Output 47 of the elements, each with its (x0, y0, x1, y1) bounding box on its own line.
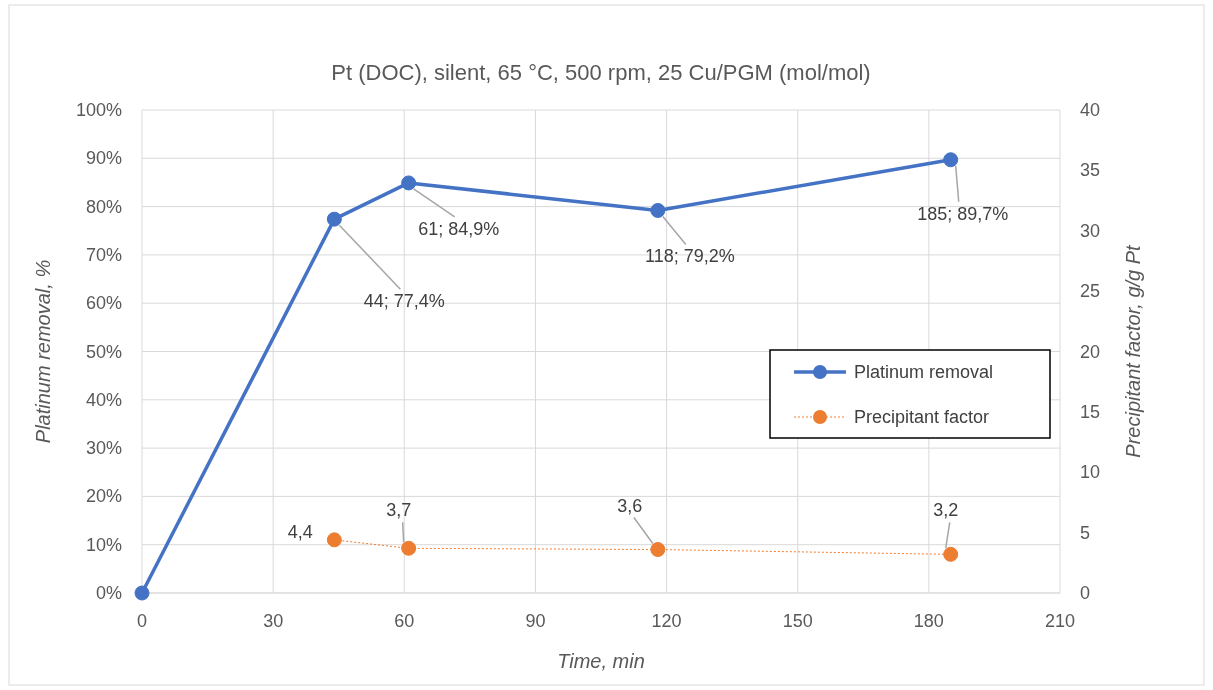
y-tick-label: 60% (85, 293, 122, 314)
legend-label: Platinum removal (854, 362, 994, 382)
y-axis-title: Platinum removal, % (32, 259, 54, 444)
y-tick-label: 0% (95, 583, 122, 603)
y2-tick-label: 0 (1080, 583, 1091, 603)
y-tick-label: 50% (85, 341, 122, 362)
x-tick-label: 30 (263, 611, 284, 631)
y-tick-label: 100% (75, 100, 122, 120)
point (134, 585, 150, 601)
x-tick-label: 0 (136, 611, 148, 631)
y-tick-label: 90% (85, 148, 122, 169)
y2-tick-label: 5 (1080, 522, 1091, 543)
point (401, 175, 417, 191)
legend-label: Precipitant factor (854, 407, 990, 427)
point (326, 211, 342, 227)
y-tick-label: 80% (85, 196, 122, 217)
data-label: 61; 84,9% (418, 218, 500, 239)
y-tick-label: 10% (85, 534, 122, 555)
y2-tick-label: 20 (1080, 341, 1101, 362)
x-axis-title: Time, min (557, 650, 645, 672)
data-label: 3,2 (933, 500, 959, 521)
data-label: 118; 79,2% (644, 246, 735, 267)
y2-tick-label: 40 (1080, 100, 1101, 120)
x-tick-label: 180 (913, 611, 944, 631)
data-label: 3,7 (386, 500, 412, 521)
y2-tick-label: 15 (1080, 401, 1101, 422)
y-tick-label: 20% (85, 486, 122, 507)
y-tick-label: 70% (85, 244, 122, 265)
y2-tick-label: 10 (1080, 462, 1101, 483)
y2-tick-label: 30 (1080, 220, 1101, 241)
point (650, 202, 666, 218)
point (943, 152, 959, 168)
x-tick-label: 210 (1044, 611, 1076, 631)
y-tick-label: 30% (85, 438, 122, 459)
y-tick-label: 40% (85, 389, 122, 410)
data-label: 3,6 (617, 495, 643, 516)
data-label: 185; 89,7% (917, 203, 1009, 224)
data-label: 4,4 (287, 521, 313, 542)
y2-axis-title: Precipitant factor, g/g Pt (1122, 243, 1144, 458)
chart-title: Pt (DOC), silent, 65 °C, 500 rpm, 25 Cu/PGM (mol/mol) (331, 60, 871, 85)
x-tick-label: 120 (651, 611, 682, 631)
y2-tick-label: 25 (1080, 281, 1101, 302)
x-tick-label: 60 (394, 611, 415, 631)
data-label: 44; 77,4% (363, 291, 445, 312)
x-tick-label: 150 (782, 611, 813, 631)
x-tick-label: 90 (525, 611, 546, 631)
y2-tick-label: 35 (1080, 160, 1101, 181)
